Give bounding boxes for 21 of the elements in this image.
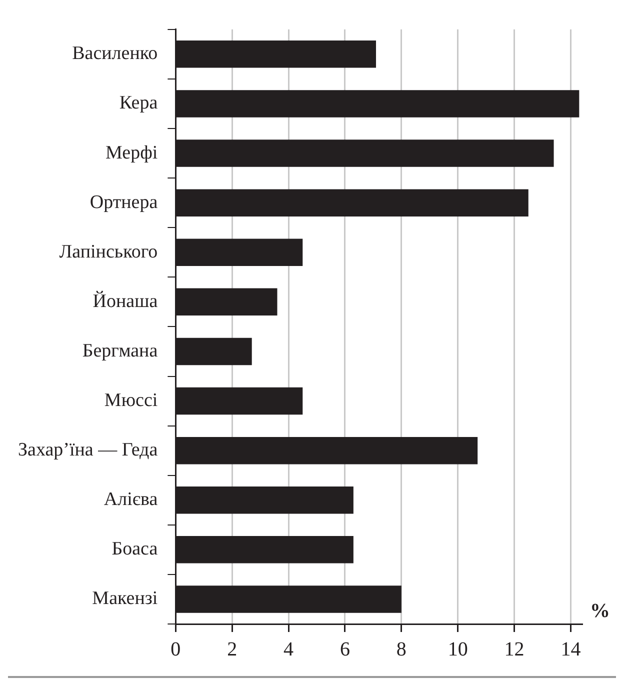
y-tick-label: Боаса xyxy=(112,538,158,560)
y-tick-label: Кера xyxy=(119,92,158,114)
y-tick-label: Захар’їна — Геда xyxy=(18,440,158,461)
y-tick-label: Мюссі xyxy=(104,390,158,412)
y-tick-label: Алієва xyxy=(104,489,158,510)
x-tick-label: 10 xyxy=(448,638,468,660)
y-tick-label: Бергмана xyxy=(82,340,158,362)
y-tick-label: Макензі xyxy=(92,588,158,610)
y-tick-label: Василенко xyxy=(72,43,158,64)
x-axis-title: % xyxy=(590,600,610,622)
x-tick-label: 6 xyxy=(340,638,350,660)
y-tick-label: Йонаша xyxy=(92,290,158,312)
y-tick-label: Мерфі xyxy=(105,142,158,164)
y-tick-label: Лапінського xyxy=(59,241,158,262)
y-tick-label: Ортнера xyxy=(90,192,158,213)
x-tick-label: 8 xyxy=(396,638,406,660)
x-tick-label: 0 xyxy=(170,638,181,660)
x-tick-label: 12 xyxy=(504,638,524,660)
x-tick-label: 4 xyxy=(284,638,294,660)
x-tick-label: 2 xyxy=(227,638,238,660)
x-tick-label: 14 xyxy=(560,638,581,660)
